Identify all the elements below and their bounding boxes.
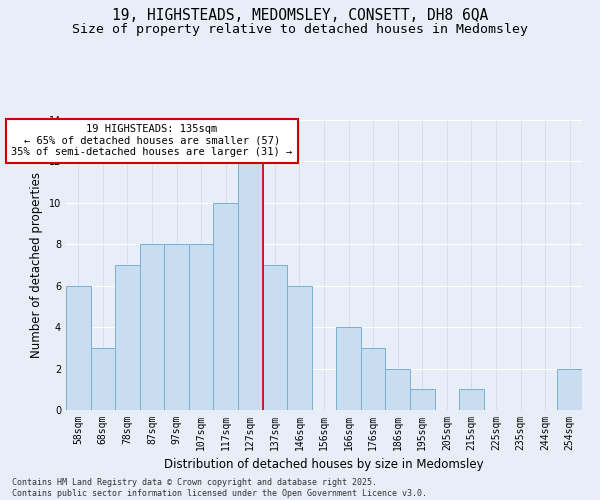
Bar xyxy=(410,390,434,410)
Text: 19, HIGHSTEADS, MEDOMSLEY, CONSETT, DH8 6QA: 19, HIGHSTEADS, MEDOMSLEY, CONSETT, DH8 … xyxy=(112,8,488,22)
Bar xyxy=(263,265,287,410)
Bar xyxy=(164,244,189,410)
Bar xyxy=(140,244,164,410)
Bar xyxy=(459,390,484,410)
Bar xyxy=(214,203,238,410)
Bar xyxy=(557,368,582,410)
Bar xyxy=(238,162,263,410)
Bar xyxy=(385,368,410,410)
Text: 19 HIGHSTEADS: 135sqm
← 65% of detached houses are smaller (57)
35% of semi-deta: 19 HIGHSTEADS: 135sqm ← 65% of detached … xyxy=(11,124,293,158)
Text: Contains HM Land Registry data © Crown copyright and database right 2025.
Contai: Contains HM Land Registry data © Crown c… xyxy=(12,478,427,498)
Bar xyxy=(287,286,312,410)
Bar xyxy=(91,348,115,410)
X-axis label: Distribution of detached houses by size in Medomsley: Distribution of detached houses by size … xyxy=(164,458,484,471)
Bar xyxy=(361,348,385,410)
Text: Size of property relative to detached houses in Medomsley: Size of property relative to detached ho… xyxy=(72,22,528,36)
Bar xyxy=(189,244,214,410)
Bar xyxy=(66,286,91,410)
Bar xyxy=(115,265,140,410)
Y-axis label: Number of detached properties: Number of detached properties xyxy=(30,172,43,358)
Bar xyxy=(336,327,361,410)
